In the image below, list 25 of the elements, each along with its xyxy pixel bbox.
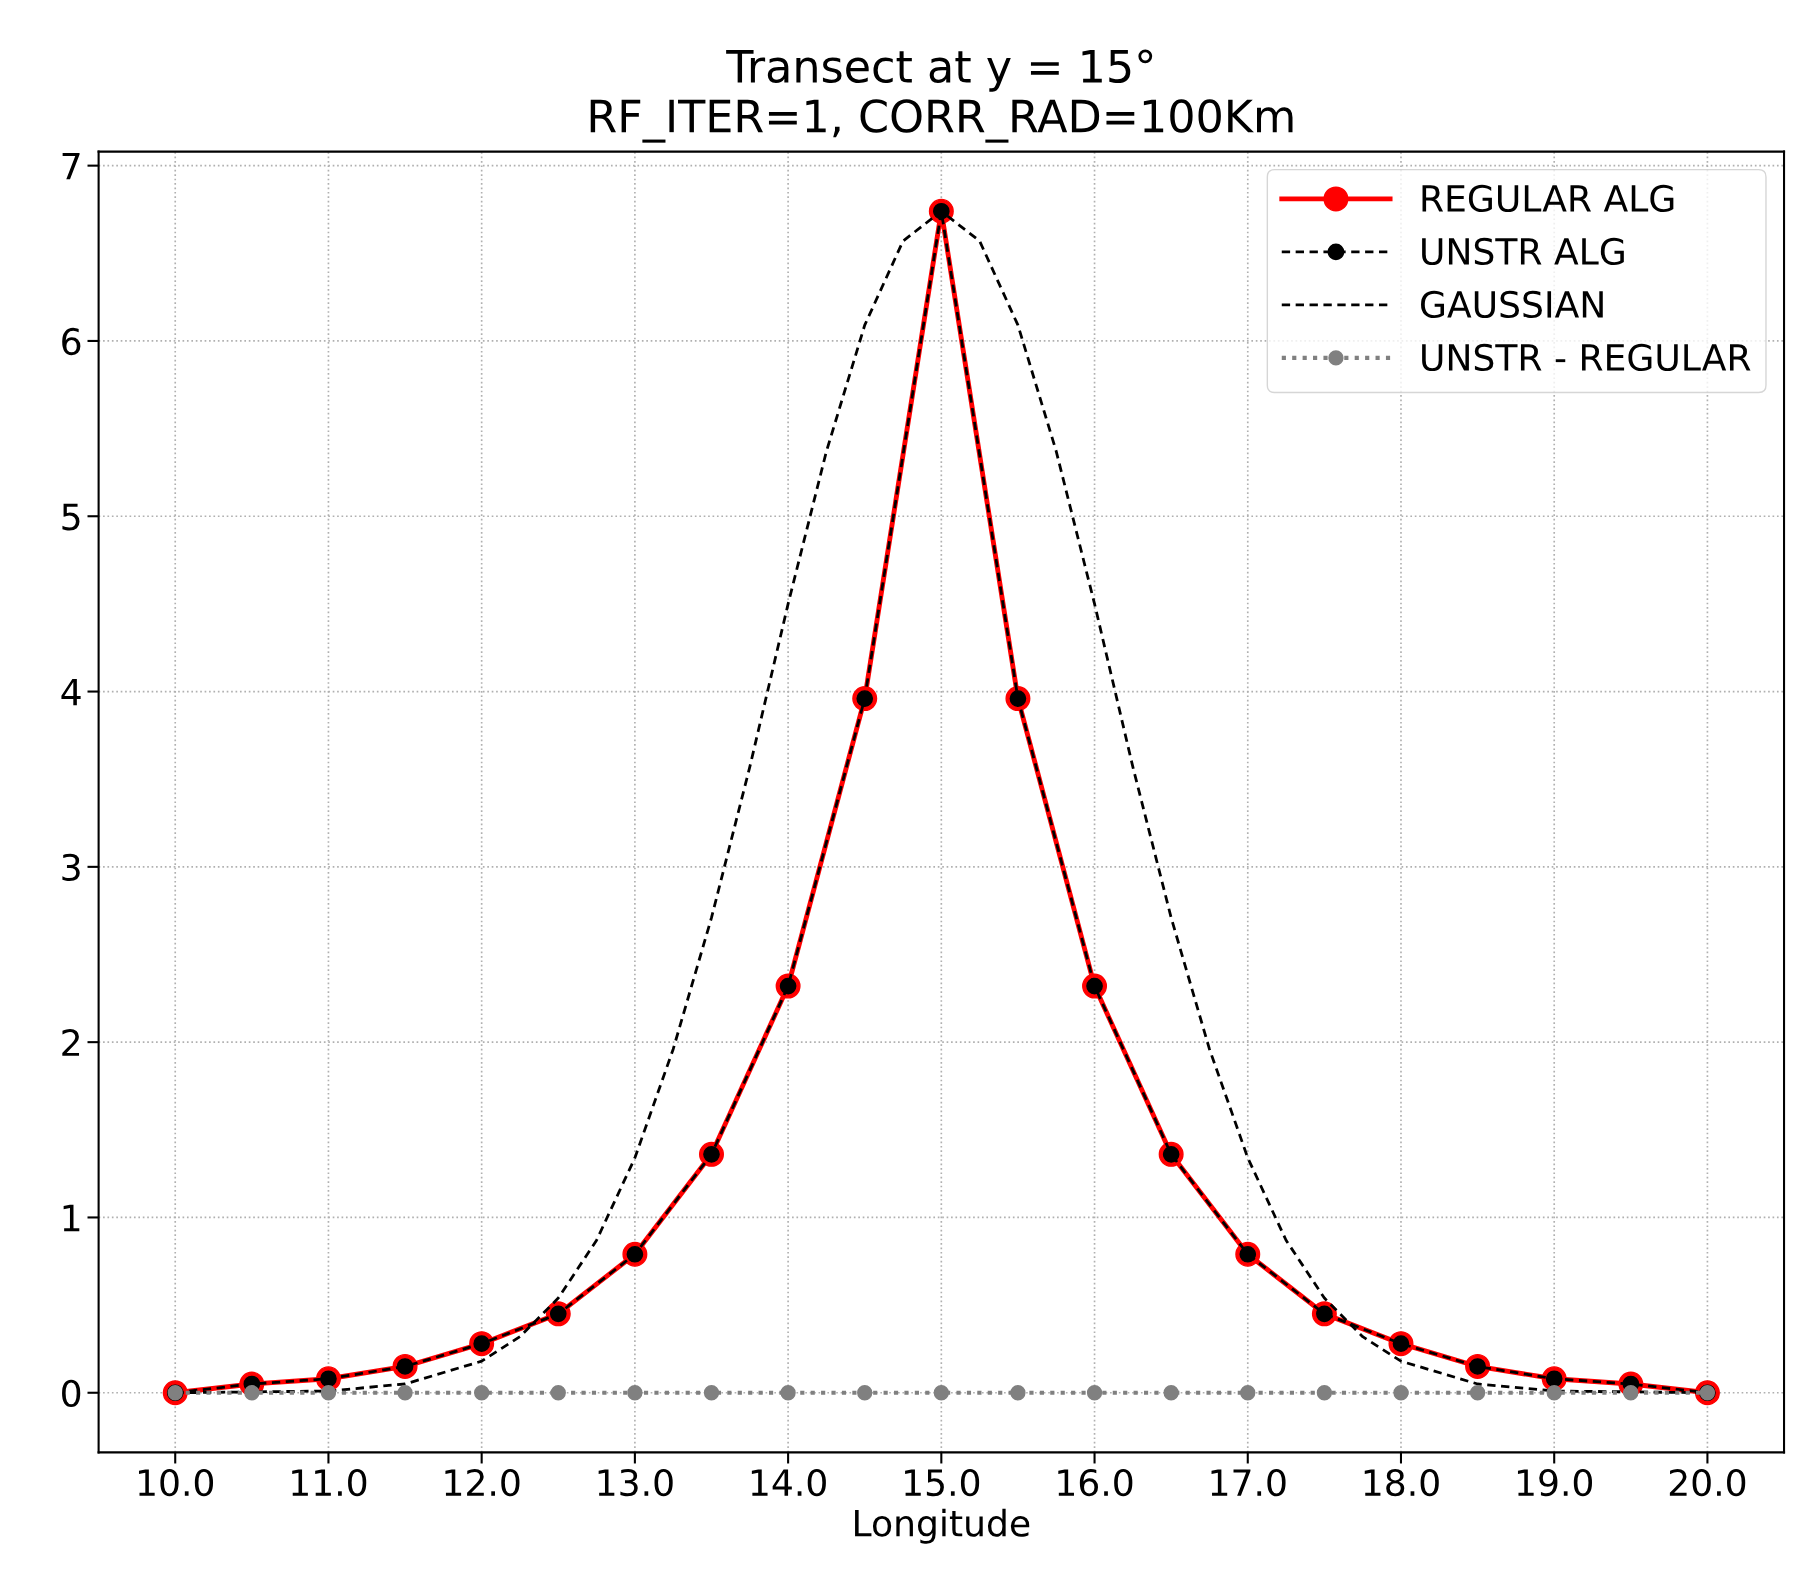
- x-tick-label: 13.0: [598, 1468, 673, 1497]
- x-tick-label: 12.0: [445, 1468, 520, 1497]
- y-tick-label: 0: [62, 1379, 81, 1407]
- y-tick-label: 6: [62, 327, 81, 356]
- legend-label: REGULAR ALG: [1422, 184, 1674, 213]
- x-tick-label: 14.0: [751, 1468, 826, 1497]
- x-tick-label: 15.0: [905, 1468, 980, 1497]
- x-tick-label: 17.0: [1211, 1468, 1286, 1497]
- y-tick-label: 5: [62, 503, 80, 531]
- x-tick-label: 16.0: [1058, 1468, 1133, 1497]
- x-tick-label: 10.0: [138, 1468, 214, 1497]
- x-tick-label: 11.0: [292, 1468, 367, 1497]
- chart-title: Transect at y = 15° RF_ITER=1, CORR_RAD=100Km: [590, 49, 1293, 143]
- y-tick-label: 1: [63, 1204, 80, 1232]
- x-tick-label: 20.0: [1669, 1468, 1746, 1497]
- x-tick-label: 18.0: [1364, 1468, 1439, 1497]
- x-axis-title: Longitude: [855, 1508, 1030, 1544]
- y-tick-label: 3: [62, 853, 80, 882]
- legend-label: UNSTR - REGULAR: [1422, 343, 1751, 372]
- y-tick-label: 2: [62, 1029, 80, 1056]
- x-tick-label: 19.0: [1517, 1468, 1593, 1497]
- y-tick-label: 4: [61, 678, 81, 706]
- legend-label: GAUSSIAN: [1421, 290, 1603, 319]
- legend-label: UNSTR ALG: [1422, 237, 1624, 266]
- y-tick-label: 7: [62, 153, 80, 180]
